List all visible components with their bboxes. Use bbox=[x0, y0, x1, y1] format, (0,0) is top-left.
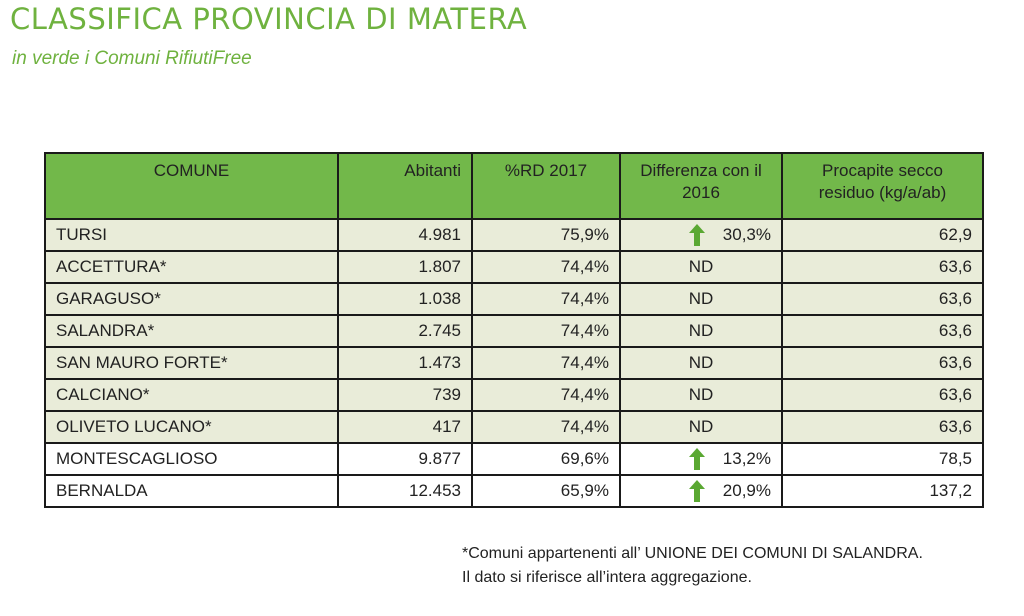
cell-procapite: 63,6 bbox=[781, 410, 984, 444]
table-row: TURSI 4.981 75,9% 30,3% 62,9 bbox=[44, 218, 984, 252]
cell-abitanti: 4.981 bbox=[337, 218, 473, 252]
cell-differenza: 30,3% bbox=[619, 218, 783, 252]
cell-comune: BERNALDA bbox=[44, 474, 339, 508]
cell-differenza: 13,2% bbox=[619, 442, 783, 476]
column-header-rd-2017: %RD 2017 bbox=[471, 152, 621, 220]
cell-comune: MONTESCAGLIOSO bbox=[44, 442, 339, 476]
column-header-differenza: Differenza con il 2016 bbox=[619, 152, 783, 220]
cell-abitanti: 1.038 bbox=[337, 282, 473, 316]
cell-procapite: 63,6 bbox=[781, 378, 984, 412]
page-title: CLASSIFICA PROVINCIA DI MATERA bbox=[10, 2, 528, 36]
cell-abitanti: 739 bbox=[337, 378, 473, 412]
cell-rd-2017: 74,4% bbox=[471, 410, 621, 444]
cell-rd-2017: 74,4% bbox=[471, 250, 621, 284]
footnote-line-1: *Comuni appartenenti all’ UNIONE DEI COM… bbox=[462, 545, 923, 562]
page-subtitle: in verde i Comuni RifiutiFree bbox=[12, 48, 252, 69]
footnote-line-2: Il dato si riferisce all’intera aggregaz… bbox=[462, 569, 752, 586]
cell-abitanti: 1.473 bbox=[337, 346, 473, 380]
cell-rd-2017: 65,9% bbox=[471, 474, 621, 508]
cell-comune: TURSI bbox=[44, 218, 339, 252]
cell-differenza: ND bbox=[619, 346, 783, 380]
table-row: ACCETTURA* 1.807 74,4% ND 63,6 bbox=[44, 250, 984, 284]
cell-comune: OLIVETO LUCANO* bbox=[44, 410, 339, 444]
cell-comune: ACCETTURA* bbox=[44, 250, 339, 284]
differenza-value: 30,3% bbox=[722, 225, 771, 244]
column-header-comune: COMUNE bbox=[44, 152, 339, 220]
cell-procapite: 63,6 bbox=[781, 314, 984, 348]
ranking-table: COMUNE Abitanti %RD 2017 Differenza con … bbox=[44, 152, 984, 508]
arrow-up-icon bbox=[688, 480, 705, 502]
arrow-up-icon bbox=[688, 448, 705, 470]
cell-differenza: 20,9% bbox=[619, 474, 783, 508]
cell-abitanti: 1.807 bbox=[337, 250, 473, 284]
cell-procapite: 78,5 bbox=[781, 442, 984, 476]
column-header-procapite: Procapite secco residuo (kg/a/ab) bbox=[781, 152, 984, 220]
table-row: CALCIANO* 739 74,4% ND 63,6 bbox=[44, 378, 984, 412]
cell-differenza: ND bbox=[619, 282, 783, 316]
cell-abitanti: 12.453 bbox=[337, 474, 473, 508]
cell-comune: SALANDRA* bbox=[44, 314, 339, 348]
cell-procapite: 62,9 bbox=[781, 218, 984, 252]
cell-procapite: 63,6 bbox=[781, 282, 984, 316]
table-row: SAN MAURO FORTE* 1.473 74,4% ND 63,6 bbox=[44, 346, 984, 380]
table-row: MONTESCAGLIOSO 9.877 69,6% 13,2% 78,5 bbox=[44, 442, 984, 476]
cell-comune: CALCIANO* bbox=[44, 378, 339, 412]
table-row: GARAGUSO* 1.038 74,4% ND 63,6 bbox=[44, 282, 984, 316]
cell-differenza: ND bbox=[619, 250, 783, 284]
table-row: OLIVETO LUCANO* 417 74,4% ND 63,6 bbox=[44, 410, 984, 444]
footnote: *Comuni appartenenti all’ UNIONE DEI COM… bbox=[462, 542, 923, 590]
table-row: BERNALDA 12.453 65,9% 20,9% 137,2 bbox=[44, 474, 984, 508]
cell-differenza: ND bbox=[619, 378, 783, 412]
cell-rd-2017: 69,6% bbox=[471, 442, 621, 476]
cell-rd-2017: 74,4% bbox=[471, 314, 621, 348]
cell-differenza: ND bbox=[619, 314, 783, 348]
cell-differenza: ND bbox=[619, 410, 783, 444]
cell-comune: GARAGUSO* bbox=[44, 282, 339, 316]
cell-comune: SAN MAURO FORTE* bbox=[44, 346, 339, 380]
cell-procapite: 63,6 bbox=[781, 250, 984, 284]
differenza-value: 20,9% bbox=[722, 481, 771, 500]
cell-procapite: 63,6 bbox=[781, 346, 984, 380]
cell-rd-2017: 74,4% bbox=[471, 282, 621, 316]
differenza-value: 13,2% bbox=[722, 449, 771, 468]
cell-abitanti: 417 bbox=[337, 410, 473, 444]
table-row: SALANDRA* 2.745 74,4% ND 63,6 bbox=[44, 314, 984, 348]
column-header-abitanti: Abitanti bbox=[337, 152, 473, 220]
cell-abitanti: 2.745 bbox=[337, 314, 473, 348]
arrow-up-icon bbox=[688, 224, 705, 246]
cell-rd-2017: 74,4% bbox=[471, 346, 621, 380]
table-header-row: COMUNE Abitanti %RD 2017 Differenza con … bbox=[44, 152, 984, 220]
cell-abitanti: 9.877 bbox=[337, 442, 473, 476]
cell-procapite: 137,2 bbox=[781, 474, 984, 508]
cell-rd-2017: 74,4% bbox=[471, 378, 621, 412]
cell-rd-2017: 75,9% bbox=[471, 218, 621, 252]
